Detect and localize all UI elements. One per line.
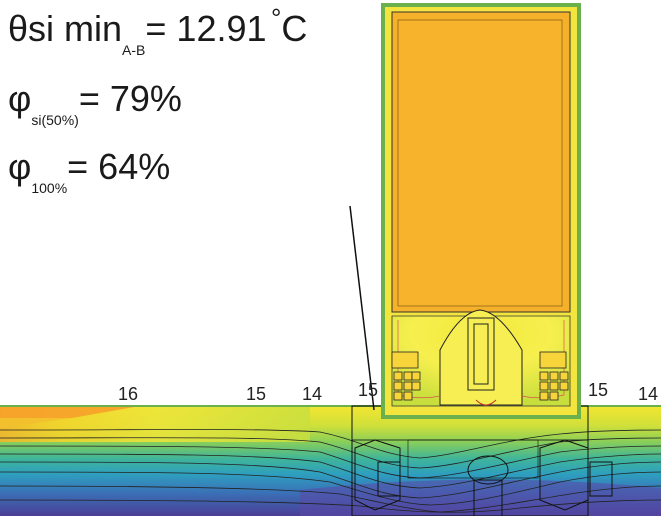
phi-100-subscript: 100% [31,180,68,196]
isotherm-label: 15 [588,380,609,400]
theta-symbol: θ [8,8,29,49]
glazing-unit [381,3,581,419]
theta-unit: C [281,8,308,49]
isotherm-label: 15 [246,384,267,404]
phi-100-value: = 64% [67,146,171,187]
pointer-line [349,205,375,411]
theta-value: = 12.91 [145,8,267,49]
theta-subscript: A-B [122,42,146,58]
phi-50-label: φsi(50%)= 79% [8,78,182,128]
phi-symbol: φ [8,78,32,119]
isotherm-label: 14 [302,384,323,404]
phi-50-subscript: si(50%) [31,112,79,128]
theta-min-label: θsi minA-B= 12.91 °C [8,3,308,58]
phi-symbol: φ [8,146,32,187]
theta-label: si min [28,8,123,49]
isotherm-label: 15 [358,380,379,400]
wall-section [0,405,661,516]
isotherm-label: 14 [638,384,659,404]
phi-100-label: φ100%= 64% [8,146,171,196]
phi-50-value: = 79% [78,78,182,119]
degree-symbol: ° [270,3,282,33]
isotherm-label: 16 [118,384,139,404]
